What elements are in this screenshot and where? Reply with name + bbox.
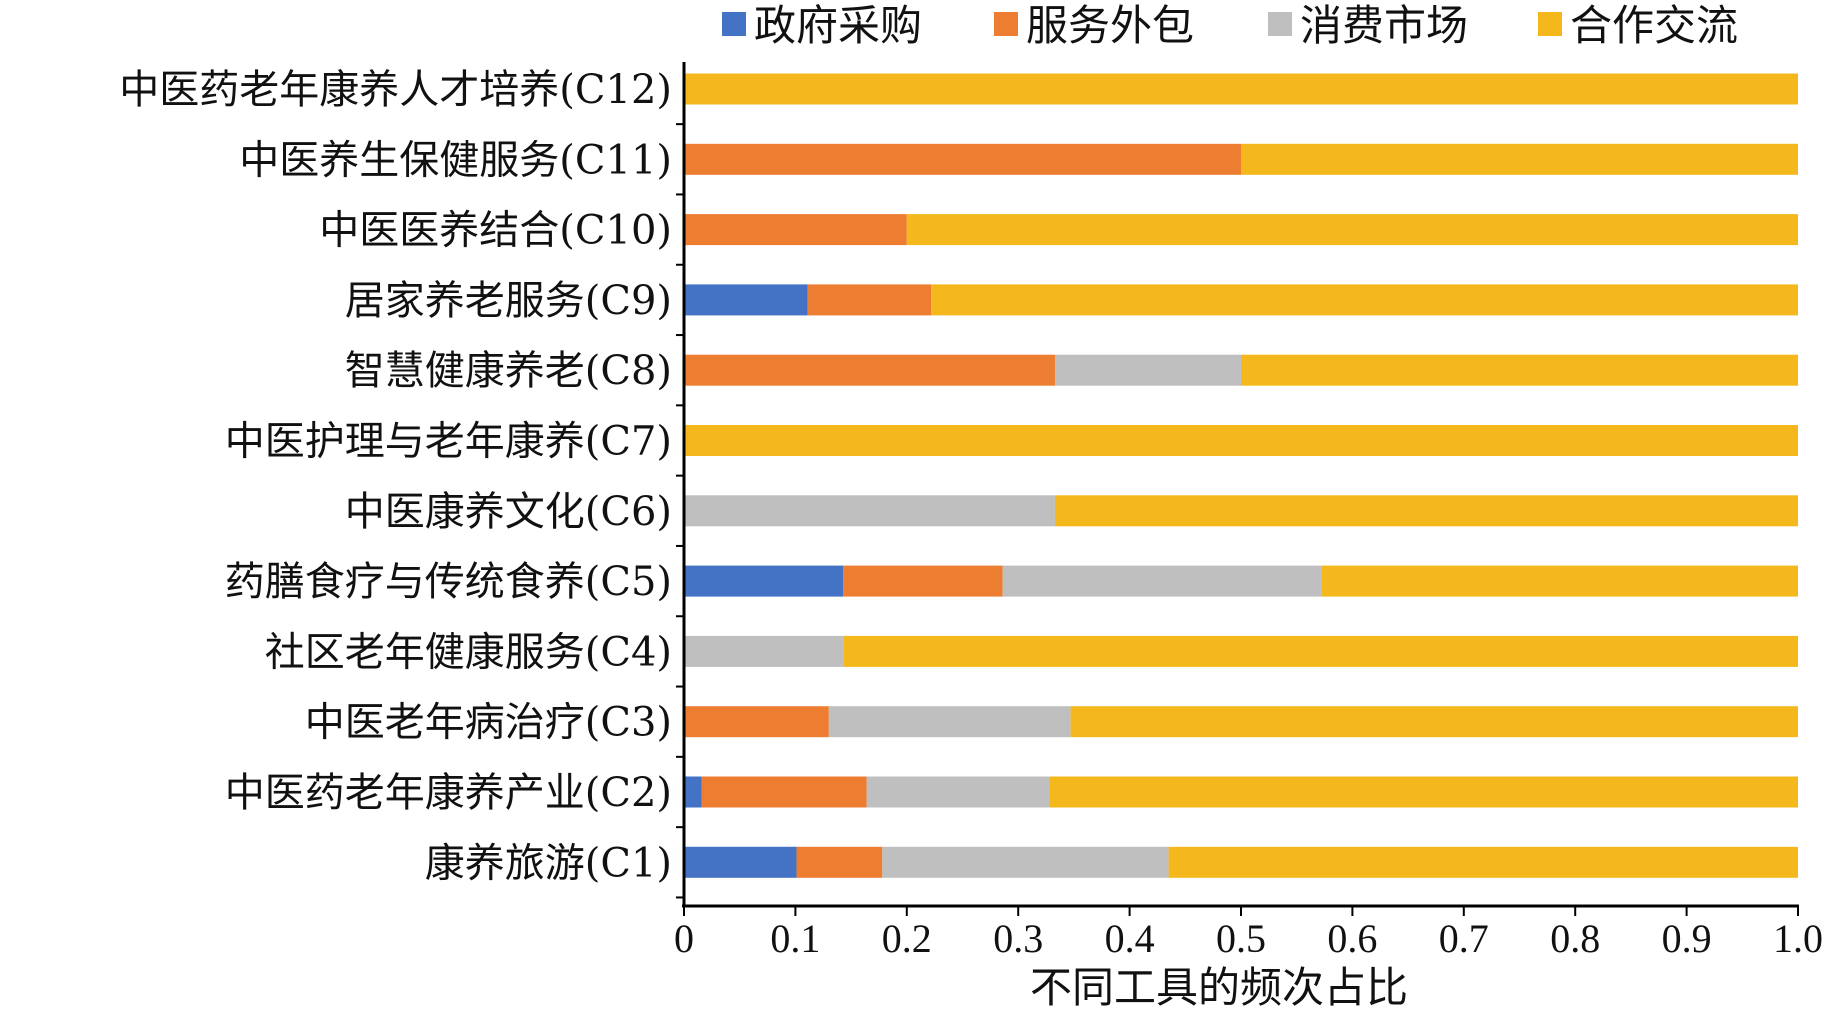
bar-segment-4 bbox=[931, 284, 1798, 316]
x-tick-label: 0.9 bbox=[1662, 916, 1712, 961]
bar-segment-3 bbox=[1002, 565, 1322, 597]
bar-segment-3 bbox=[1054, 354, 1241, 386]
x-axis-title: 不同工具的频次占比 bbox=[1030, 963, 1408, 1011]
bar-segment-1 bbox=[684, 565, 844, 597]
legend-swatch bbox=[1538, 12, 1562, 36]
x-tick-label: 0.7 bbox=[1439, 916, 1489, 961]
bar-segment-2 bbox=[701, 776, 867, 808]
bar-segment-2 bbox=[684, 706, 829, 738]
bar-segment-1 bbox=[684, 284, 808, 316]
category-label: 康养旅游(C1) bbox=[425, 840, 672, 886]
category-label: 中医老年病治疗(C3) bbox=[305, 700, 672, 746]
bar-segment-3 bbox=[828, 706, 1071, 738]
legend-label: 服务外包 bbox=[1026, 1, 1194, 50]
bar-segment-2 bbox=[843, 565, 1003, 597]
category-label: 中医药老年康养产业(C2) bbox=[225, 770, 672, 816]
legend: 政府采购 服务外包 消费市场 合作交流 bbox=[722, 1, 1738, 50]
legend-swatch bbox=[722, 12, 746, 36]
x-tick-label: 0.8 bbox=[1550, 916, 1600, 961]
x-tick-label: 0.3 bbox=[993, 916, 1043, 961]
bar-segment-4 bbox=[1070, 706, 1798, 738]
bar-segment-1 bbox=[684, 776, 702, 808]
bar-segment-4 bbox=[1241, 143, 1798, 175]
x-tick-label: 1.0 bbox=[1773, 916, 1823, 961]
bars-group bbox=[684, 73, 1798, 878]
x-ticks: 0 0.1 0.2 0.3 0.4 0.5 0.6 0.7 0.8 0.9 1.0 bbox=[674, 906, 1823, 961]
legend-swatch bbox=[1268, 12, 1292, 36]
bar-segment-4 bbox=[1168, 846, 1798, 878]
x-tick-label: 0.4 bbox=[1105, 916, 1155, 961]
legend-label: 消费市场 bbox=[1300, 1, 1468, 50]
category-label: 智慧健康养老(C8) bbox=[345, 348, 672, 394]
bar-segment-2 bbox=[807, 284, 932, 316]
bar-segment-3 bbox=[882, 846, 1169, 878]
x-tick-label: 0.5 bbox=[1216, 916, 1266, 961]
bar-segment-1 bbox=[684, 846, 797, 878]
x-tick-label: 0.1 bbox=[770, 916, 820, 961]
legend-label: 合作交流 bbox=[1570, 1, 1738, 50]
bar-segment-3 bbox=[866, 776, 1050, 808]
category-label: 中医护理与老年康养(C7) bbox=[225, 419, 672, 465]
category-label: 居家养老服务(C9) bbox=[345, 278, 672, 324]
bar-segment-4 bbox=[843, 635, 1798, 667]
bar-segment-2 bbox=[684, 354, 1055, 386]
category-label: 药膳食疗与传统食养(C5) bbox=[225, 559, 672, 605]
bar-segment-2 bbox=[684, 214, 907, 246]
bar-segment-4 bbox=[684, 425, 1798, 456]
category-labels: 中医药老年康养人才培养(C12) 中医养生保健服务(C11) 中医医养结合(C10)… bbox=[119, 67, 672, 886]
legend-label: 政府采购 bbox=[754, 1, 922, 50]
legend-swatch bbox=[994, 12, 1018, 36]
x-tick-label: 0 bbox=[674, 916, 694, 961]
bar-segment-4 bbox=[1049, 776, 1798, 808]
bar-segment-4 bbox=[684, 73, 1798, 105]
category-label: 中医医养结合(C10) bbox=[319, 208, 672, 254]
category-label: 社区老年健康服务(C4) bbox=[265, 629, 672, 675]
x-tick-label: 0.2 bbox=[882, 916, 932, 961]
bar-segment-4 bbox=[906, 214, 1798, 246]
category-label: 中医药老年康养人才培养(C12) bbox=[119, 67, 672, 113]
bar-segment-2 bbox=[684, 143, 1241, 175]
bar-segment-4 bbox=[1241, 354, 1798, 386]
bar-segment-4 bbox=[1054, 495, 1798, 527]
category-label: 中医康养文化(C6) bbox=[345, 489, 672, 535]
x-tick-label: 0.6 bbox=[1327, 916, 1377, 961]
bar-segment-3 bbox=[684, 495, 1055, 527]
category-label: 中医养生保健服务(C11) bbox=[239, 137, 672, 183]
bar-segment-4 bbox=[1321, 565, 1798, 597]
bar-segment-3 bbox=[684, 635, 844, 667]
bar-segment-2 bbox=[796, 846, 883, 878]
